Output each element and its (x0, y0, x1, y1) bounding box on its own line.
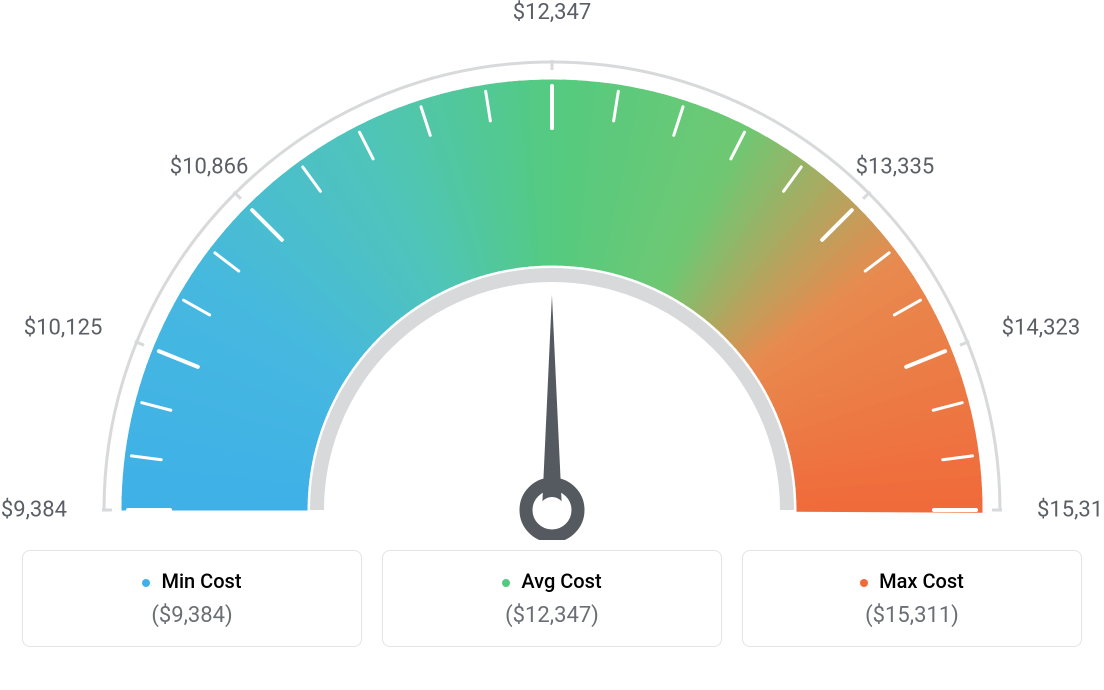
gauge-tick-label: $13,335 (856, 155, 935, 180)
avg-cost-value: ($12,347) (393, 603, 711, 628)
max-cost-title: Max Cost (753, 569, 1071, 593)
gauge-tick-label: $12,347 (513, 0, 592, 25)
max-bullet-icon (860, 579, 868, 587)
cost-gauge: $9,384$10,125$10,866$12,347$13,335$14,32… (22, 20, 1082, 540)
min-cost-card: Min Cost ($9,384) (22, 550, 362, 647)
gauge-tick-label: $10,125 (24, 316, 103, 341)
gauge-tick-label: $15,311 (1037, 498, 1104, 523)
min-bullet-icon (142, 579, 150, 587)
min-cost-title: Min Cost (33, 569, 351, 593)
gauge-tick-label: $10,866 (170, 155, 249, 180)
avg-cost-label: Avg Cost (521, 569, 601, 593)
gauge-svg (22, 20, 1082, 540)
gauge-tick-label: $9,384 (1, 498, 67, 523)
gauge-tick-label: $14,323 (1002, 316, 1081, 341)
min-cost-label: Min Cost (161, 569, 241, 593)
max-cost-value: ($15,311) (753, 603, 1071, 628)
summary-row: Min Cost ($9,384) Avg Cost ($12,347) Max… (22, 550, 1082, 647)
avg-cost-title: Avg Cost (393, 569, 711, 593)
max-cost-label: Max Cost (879, 569, 964, 593)
avg-cost-card: Avg Cost ($12,347) (382, 550, 722, 647)
min-cost-value: ($9,384) (33, 603, 351, 628)
max-cost-card: Max Cost ($15,311) (742, 550, 1082, 647)
avg-bullet-icon (502, 579, 510, 587)
